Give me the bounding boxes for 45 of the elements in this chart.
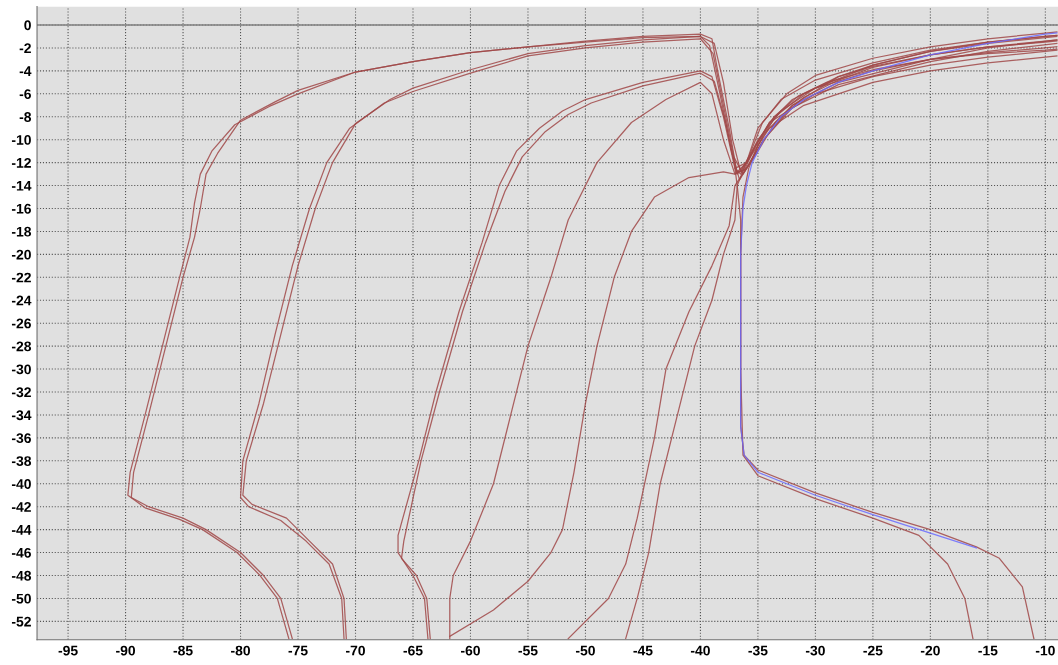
x-tick-label: -40 — [690, 645, 710, 656]
x-tick-label: -90 — [116, 645, 136, 656]
y-tick-label: -34 — [11, 410, 32, 421]
y-tick-label: -42 — [11, 502, 31, 512]
x-tick-label: -65 — [403, 645, 423, 656]
y-tick-label: -46 — [11, 547, 31, 558]
y-tick-label: -8 — [19, 112, 32, 122]
x-tick-label: -75 — [288, 645, 308, 656]
y-tick-label: -48 — [11, 570, 32, 581]
y-tick-label: -24 — [11, 295, 32, 306]
x-tick-label: -10 — [1035, 645, 1055, 656]
y-tick-label: -2 — [19, 43, 31, 53]
x-tick-label: -85 — [173, 645, 193, 656]
y-tick-label: 0 — [24, 20, 31, 31]
x-tick-label: -95 — [58, 645, 78, 656]
y-tick-label: -18 — [11, 226, 32, 237]
y-tick-label: -50 — [11, 593, 31, 604]
y-tick-label: -28 — [11, 341, 32, 352]
x-tick-label: -50 — [575, 645, 595, 656]
y-tick-label: -52 — [11, 616, 31, 627]
x-tick-label: -30 — [805, 645, 825, 656]
x-tick-label: -45 — [633, 645, 653, 656]
y-tick-label: -44 — [11, 525, 32, 535]
x-tick-label: -55 — [518, 645, 538, 656]
x-tick-label: -25 — [863, 645, 883, 656]
y-tick-label: -36 — [11, 433, 31, 444]
y-tick-label: -4 — [19, 66, 32, 76]
y-tick-label: -16 — [11, 203, 31, 214]
y-tick-label: -12 — [11, 157, 31, 168]
x-tick-label: -80 — [231, 645, 250, 656]
y-tick-label: -22 — [11, 272, 31, 283]
y-tick-label: -14 — [11, 181, 32, 191]
y-tick-label: -30 — [11, 364, 31, 375]
x-tick-label: -20 — [920, 645, 940, 656]
y-tick-label: -20 — [11, 249, 31, 260]
y-tick-label: -10 — [11, 135, 31, 145]
x-tick-label: -70 — [346, 645, 365, 656]
y-tick-label: -38 — [11, 456, 32, 466]
y-tick-label: -6 — [19, 89, 31, 99]
y-tick-label: -40 — [11, 479, 31, 489]
x-tick-label: -60 — [460, 645, 480, 656]
y-tick-label: -32 — [11, 387, 31, 398]
x-tick-label: -15 — [978, 645, 998, 656]
y-tick-label: -26 — [11, 318, 31, 329]
x-tick-label: -35 — [748, 645, 768, 656]
